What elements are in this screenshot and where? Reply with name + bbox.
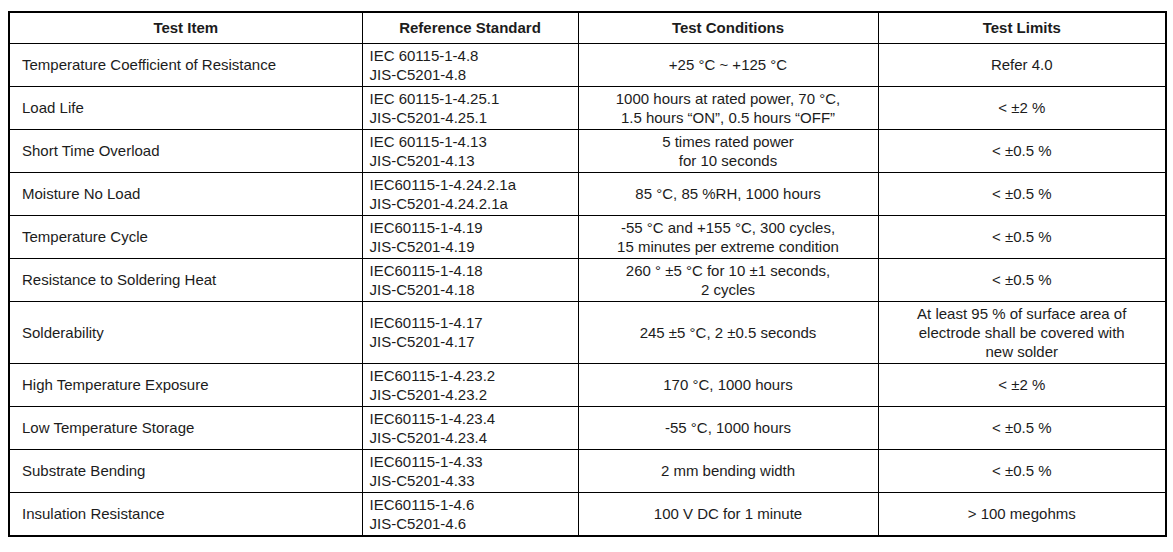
reference-standard-cell: IEC60115-1-4.17 JIS-C5201-4.17 [362, 301, 578, 363]
test-item-cell: Temperature Coefficient of Resistance [9, 43, 362, 86]
table-row: Substrate Bending IEC60115-1-4.33 JIS-C5… [9, 449, 1166, 492]
table-row: Load Life IEC 60115-1-4.25.1 JIS-C5201-4… [9, 86, 1166, 129]
test-item-cell: Load Life [9, 86, 362, 129]
table-row: High Temperature Exposure IEC60115-1-4.2… [9, 363, 1166, 406]
test-item-cell: Temperature Cycle [9, 215, 362, 258]
test-item-cell: Insulation Resistance [9, 492, 362, 536]
test-item-cell: Resistance to Soldering Heat [9, 258, 362, 301]
table-row: Resistance to Soldering Heat IEC60115-1-… [9, 258, 1166, 301]
datasheet-page: Test Item Reference Standard Test Condit… [0, 0, 1173, 552]
test-limits-cell: < ±0.5 % [878, 172, 1166, 215]
test-item-cell: Solderability [9, 301, 362, 363]
reference-standard-cell: IEC60115-1-4.6 JIS-C5201-4.6 [362, 492, 578, 536]
test-conditions-cell: 100 V DC for 1 minute [578, 492, 878, 536]
table-row: Low Temperature Storage IEC60115-1-4.23.… [9, 406, 1166, 449]
test-item-cell: High Temperature Exposure [9, 363, 362, 406]
test-specifications-table: Test Item Reference Standard Test Condit… [8, 11, 1167, 537]
column-header-test-item: Test Item [9, 12, 362, 43]
test-conditions-cell: 1000 hours at rated power, 70 °C, 1.5 ho… [578, 86, 878, 129]
test-limits-cell: < ±0.5 % [878, 258, 1166, 301]
test-conditions-cell: +25 °C ~ +125 °C [578, 43, 878, 86]
test-conditions-cell: 170 °C, 1000 hours [578, 363, 878, 406]
table-row: Short Time Overload IEC 60115-1-4.13 JIS… [9, 129, 1166, 172]
test-conditions-cell: 245 ±5 °C, 2 ±0.5 seconds [578, 301, 878, 363]
column-header-test-conditions: Test Conditions [578, 12, 878, 43]
header-row: Test Item Reference Standard Test Condit… [9, 12, 1166, 43]
reference-standard-cell: IEC 60115-1-4.8 JIS-C5201-4.8 [362, 43, 578, 86]
test-limits-cell: < ±0.5 % [878, 215, 1166, 258]
table-row: Temperature Coefficient of Resistance IE… [9, 43, 1166, 86]
test-limits-cell: Refer 4.0 [878, 43, 1166, 86]
reference-standard-cell: IEC60115-1-4.18 JIS-C5201-4.18 [362, 258, 578, 301]
test-limits-cell: < ±0.5 % [878, 406, 1166, 449]
test-conditions-cell: 260 ° ±5 °C for 10 ±1 seconds, 2 cycles [578, 258, 878, 301]
test-item-cell: Short Time Overload [9, 129, 362, 172]
test-limits-cell: At least 95 % of surface area of electro… [878, 301, 1166, 363]
reference-standard-cell: IEC60115-1-4.23.2 JIS-C5201-4.23.2 [362, 363, 578, 406]
reference-standard-cell: IEC 60115-1-4.25.1 JIS-C5201-4.25.1 [362, 86, 578, 129]
reference-standard-cell: IEC 60115-1-4.13 JIS-C5201-4.13 [362, 129, 578, 172]
test-conditions-cell: 5 times rated power for 10 seconds [578, 129, 878, 172]
column-header-reference-standard: Reference Standard [362, 12, 578, 43]
test-limits-cell: < ±0.5 % [878, 129, 1166, 172]
test-limits-cell: < ±0.5 % [878, 449, 1166, 492]
reference-standard-cell: IEC60115-1-4.24.2.1a JIS-C5201-4.24.2.1a [362, 172, 578, 215]
column-header-test-limits: Test Limits [878, 12, 1166, 43]
test-conditions-cell: -55 °C, 1000 hours [578, 406, 878, 449]
reference-standard-cell: IEC60115-1-4.33 JIS-C5201-4.33 [362, 449, 578, 492]
test-conditions-cell: -55 °C and +155 °C, 300 cycles, 15 minut… [578, 215, 878, 258]
table-row: Solderability IEC60115-1-4.17 JIS-C5201-… [9, 301, 1166, 363]
test-limits-cell: > 100 megohms [878, 492, 1166, 536]
test-item-cell: Moisture No Load [9, 172, 362, 215]
table-row: Insulation Resistance IEC60115-1-4.6 JIS… [9, 492, 1166, 536]
test-conditions-cell: 2 mm bending width [578, 449, 878, 492]
test-item-cell: Low Temperature Storage [9, 406, 362, 449]
reference-standard-cell: IEC60115-1-4.19 JIS-C5201-4.19 [362, 215, 578, 258]
table-row: Temperature Cycle IEC60115-1-4.19 JIS-C5… [9, 215, 1166, 258]
test-limits-cell: < ±2 % [878, 86, 1166, 129]
test-limits-cell: < ±2 % [878, 363, 1166, 406]
table-row: Moisture No Load IEC60115-1-4.24.2.1a JI… [9, 172, 1166, 215]
test-conditions-cell: 85 °C, 85 %RH, 1000 hours [578, 172, 878, 215]
reference-standard-cell: IEC60115-1-4.23.4 JIS-C5201-4.23.4 [362, 406, 578, 449]
test-item-cell: Substrate Bending [9, 449, 362, 492]
